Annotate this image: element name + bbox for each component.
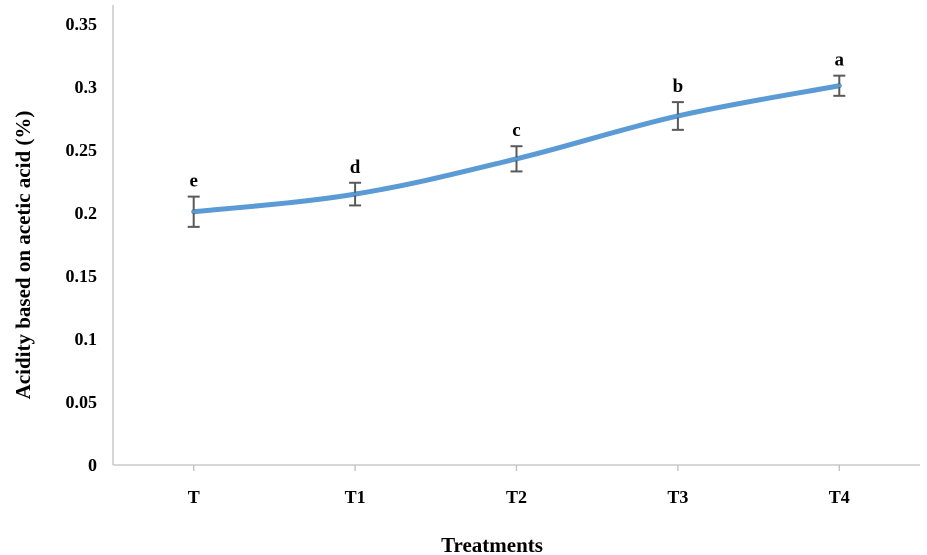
significance-label: b	[673, 76, 684, 97]
y-tick-label: 0.1	[75, 329, 98, 349]
x-tick-label: T4	[829, 487, 850, 507]
x-axis-ticks: T T1 T2 T3 T4	[188, 465, 850, 507]
plot-area: e d c b a	[187, 50, 846, 228]
data-point	[837, 84, 841, 88]
data-point	[353, 192, 357, 196]
data-point	[192, 210, 196, 214]
significance-label: d	[350, 157, 361, 178]
y-tick-label: 0.25	[66, 140, 98, 160]
y-tick-label: 0.35	[66, 14, 98, 34]
x-tick-label: T1	[345, 487, 366, 507]
significance-label: a	[835, 50, 845, 71]
data-point	[515, 157, 518, 161]
x-tick-label: T2	[506, 487, 527, 507]
y-axis-ticks: 0 0.05 0.1 0.15 0.2 0.25 0.3 0.35	[66, 14, 98, 475]
y-tick-label: 0.15	[66, 266, 98, 286]
significance-label: c	[512, 120, 520, 141]
data-point	[676, 114, 680, 118]
y-tick-label: 0.2	[75, 203, 98, 223]
y-axis-title: Acidity based on acetic acid (%)	[11, 111, 35, 400]
significance-label: e	[189, 171, 197, 192]
y-tick-label: 0	[88, 455, 97, 475]
x-tick-label: T	[188, 487, 200, 507]
y-tick-label: 0.05	[66, 392, 98, 412]
x-tick-label: T3	[667, 487, 688, 507]
x-axis-title: Treatments	[441, 533, 543, 555]
y-tick-label: 0.3	[75, 77, 98, 97]
